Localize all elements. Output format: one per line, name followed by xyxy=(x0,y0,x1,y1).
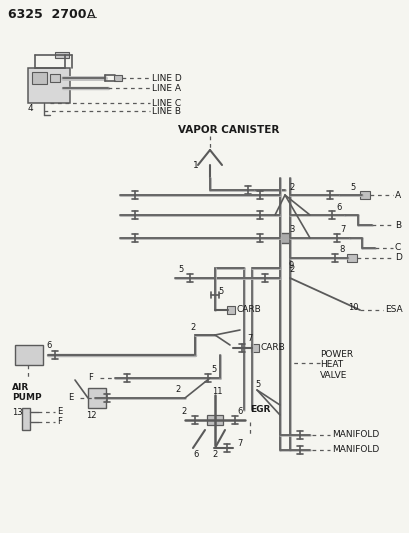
Bar xyxy=(359,191,369,199)
Text: AIR
PUMP: AIR PUMP xyxy=(12,383,42,402)
Text: POWER
HEAT
VALVE: POWER HEAT VALVE xyxy=(319,350,352,380)
Text: 5: 5 xyxy=(211,366,216,375)
Text: E: E xyxy=(68,393,73,402)
Text: 9: 9 xyxy=(288,262,294,271)
Text: 2: 2 xyxy=(180,408,186,416)
Bar xyxy=(346,254,356,262)
Bar xyxy=(50,74,60,82)
Text: 2: 2 xyxy=(189,324,195,333)
Text: 7: 7 xyxy=(246,335,252,343)
Text: 2: 2 xyxy=(175,385,180,394)
Text: 6: 6 xyxy=(46,342,51,351)
Text: 5: 5 xyxy=(254,381,260,390)
Bar xyxy=(28,68,70,103)
Text: 5: 5 xyxy=(349,182,354,191)
Text: ESA: ESA xyxy=(384,305,402,314)
Bar xyxy=(55,52,69,58)
Bar xyxy=(32,72,47,84)
Text: 11: 11 xyxy=(211,387,222,397)
Text: CARB: CARB xyxy=(236,305,261,314)
Text: 4: 4 xyxy=(28,103,34,112)
Text: B: B xyxy=(394,221,400,230)
Text: 5: 5 xyxy=(218,287,223,296)
Text: C: C xyxy=(394,244,400,253)
Bar xyxy=(88,388,106,408)
Text: F: F xyxy=(57,417,62,426)
Text: F: F xyxy=(88,374,93,383)
Text: 1: 1 xyxy=(193,160,198,169)
Bar xyxy=(227,306,234,314)
Text: 6: 6 xyxy=(335,203,341,212)
Text: LINE D: LINE D xyxy=(152,74,181,83)
Text: 13: 13 xyxy=(12,408,22,417)
Text: 7: 7 xyxy=(236,440,242,448)
Bar xyxy=(207,415,222,425)
Text: 5: 5 xyxy=(178,265,183,274)
Text: LINE B: LINE B xyxy=(152,107,180,116)
Bar xyxy=(15,345,43,365)
Text: MANIFOLD: MANIFOLD xyxy=(331,431,378,440)
Text: 6: 6 xyxy=(193,450,198,459)
Text: E: E xyxy=(57,408,62,416)
Text: A: A xyxy=(394,190,400,199)
Bar xyxy=(279,233,289,243)
Text: LINE A: LINE A xyxy=(152,84,180,93)
Text: 3: 3 xyxy=(288,224,294,233)
Text: 6: 6 xyxy=(236,408,242,416)
Text: CARB: CARB xyxy=(261,343,285,352)
Bar xyxy=(114,75,122,81)
Text: A: A xyxy=(87,7,95,20)
Text: 8: 8 xyxy=(338,246,344,254)
Text: 2: 2 xyxy=(211,450,217,459)
Text: EGR: EGR xyxy=(249,406,270,415)
Text: MANIFOLD: MANIFOLD xyxy=(331,446,378,455)
Text: VAPOR CANISTER: VAPOR CANISTER xyxy=(178,125,279,135)
Text: 6325  2700: 6325 2700 xyxy=(8,7,86,20)
Text: 10: 10 xyxy=(347,303,357,312)
Bar xyxy=(250,344,258,352)
Bar xyxy=(22,408,30,430)
Text: 12: 12 xyxy=(86,411,96,421)
Text: LINE C: LINE C xyxy=(152,99,181,108)
Text: D: D xyxy=(394,254,401,262)
Text: 7: 7 xyxy=(339,225,344,235)
Text: 2: 2 xyxy=(288,182,294,191)
Text: 2: 2 xyxy=(288,265,294,274)
